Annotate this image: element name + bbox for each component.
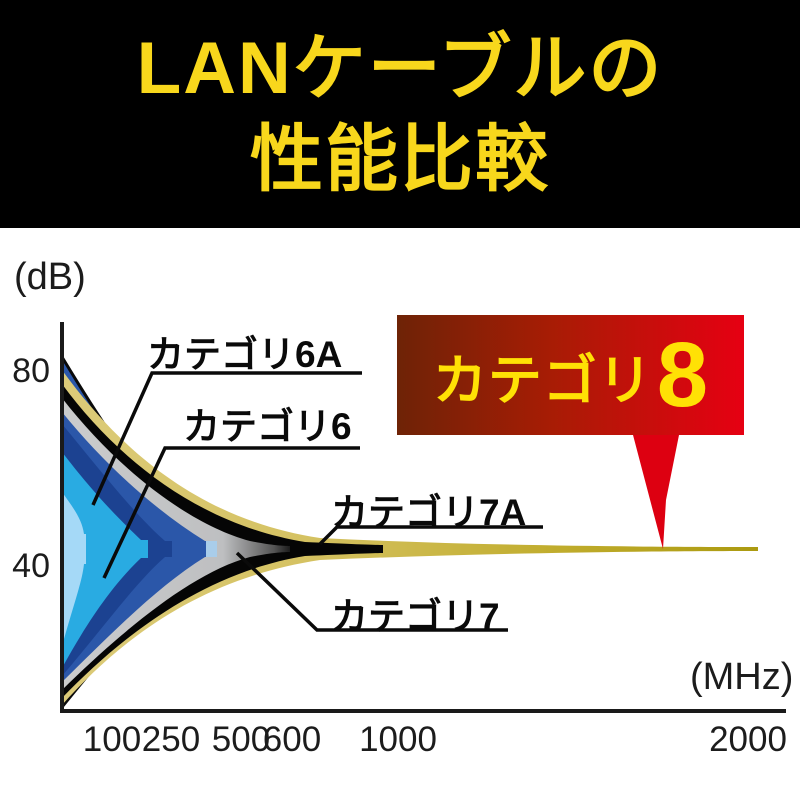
label-cat7: カテゴリ7 (331, 596, 500, 637)
x-tick-2000: 2000 (709, 720, 787, 759)
x-tick-600: 600 (262, 720, 322, 759)
band-cat6 (62, 452, 148, 668)
label-cat7a: カテゴリ7A (331, 492, 527, 533)
band-cat6-pale (62, 492, 86, 646)
y-tick-80: 80 (12, 352, 50, 390)
badge-pointer (633, 435, 679, 549)
title-line-2: 性能比較 (250, 119, 550, 200)
label-cat6: カテゴリ6 (183, 406, 352, 447)
funnel-plot (60, 322, 786, 713)
callout-cat6 (102, 446, 360, 579)
chart-area: (dB) (MHz) 80 40 100 250 500 600 1000 20… (0, 228, 800, 800)
callout-cat7 (235, 551, 508, 632)
y-tick-40: 40 (12, 547, 50, 585)
x-tick-100: 100 (82, 720, 142, 759)
title-banner: LANケーブルの 性能比較 (0, 0, 800, 228)
cat8-badge: カテゴリ 8 (397, 315, 744, 435)
x-tick-1000: 1000 (359, 720, 437, 759)
x-tick-250: 250 (141, 720, 201, 759)
x-axis-unit: (MHz) (690, 656, 794, 698)
callout-cat6a (91, 371, 362, 506)
callout-cat7a (318, 525, 543, 546)
band-cat6a-tip (206, 541, 217, 557)
cat8-badge-label: カテゴリ (432, 350, 653, 411)
label-cat6a: カテゴリ6A (147, 334, 343, 375)
y-axis-unit: (dB) (14, 256, 86, 298)
x-tick-500: 500 (211, 720, 271, 759)
cat8-badge-number: 8 (656, 324, 709, 426)
title-line-1: LANケーブルの (136, 27, 664, 109)
